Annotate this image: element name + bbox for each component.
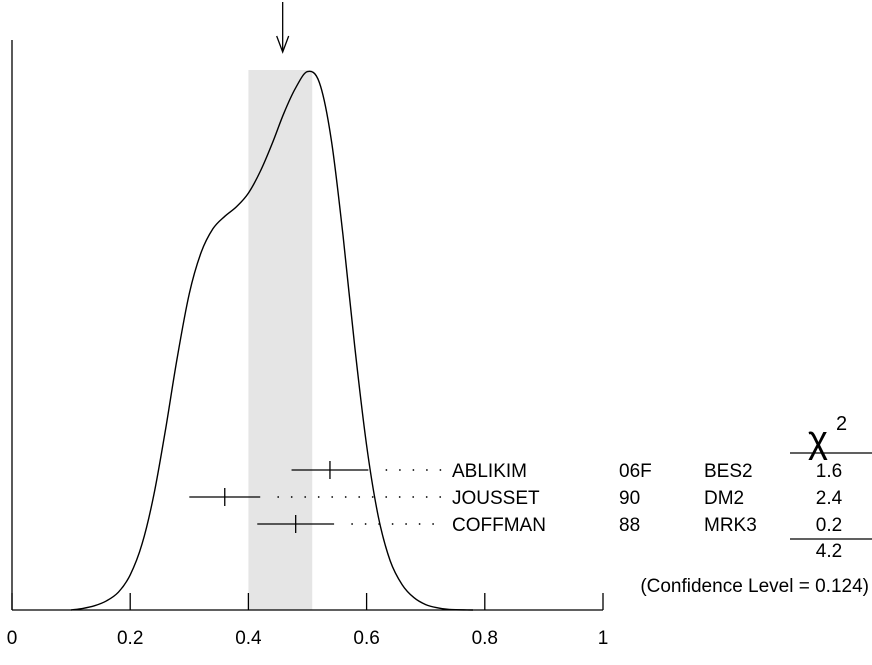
row-chi2-2: 0.2: [816, 515, 842, 536]
row-author-0: ABLIKIM: [452, 461, 527, 482]
average-arrow-head: [276, 35, 290, 54]
leader-dot-1: [344, 496, 347, 498]
average-marker-layer: [276, 2, 290, 54]
leader-dot-1: [439, 496, 442, 498]
row-experiment-2: MRK3: [704, 515, 757, 536]
leader-dot-1: [277, 496, 280, 498]
leader-dot-0: [385, 469, 388, 471]
ideogram-curve: [70, 70, 474, 611]
x-tick-label-0: 0: [7, 628, 18, 649]
x-tick-label-4: 0.8: [472, 628, 498, 649]
leader-dot-2: [364, 523, 367, 525]
ideogram-curve-layer: [70, 70, 474, 611]
x-tick-label-3: 0.6: [353, 628, 379, 649]
leader-dot-1: [290, 496, 293, 498]
x-tick-label-1: 0.2: [117, 628, 143, 649]
chi2-table: ABLIKIM 06F BES2 1.6 JOUSSET 90 DM2 2.4 COFFMAN 8…: [452, 413, 872, 597]
row-author-2: COFFMAN: [452, 515, 546, 536]
confidence-band-layer: [248, 70, 313, 610]
confidence-band: [248, 70, 313, 610]
x-axis: 0 0.2 0.4 0.6 0.8 1: [7, 40, 609, 649]
row-chi2-0: 1.6: [816, 461, 842, 482]
row-author-1: JOUSSET: [452, 488, 540, 509]
chi2-header-sup: 2: [836, 413, 847, 435]
row-year-0: 06F: [619, 461, 652, 482]
row-year-1: 90: [619, 488, 640, 509]
leader-dot-0: [426, 469, 428, 471]
leader-dot-1: [425, 496, 428, 498]
leader-dot-2: [432, 523, 434, 525]
row-experiment-1: DM2: [704, 488, 744, 509]
measurements-layer: [189, 461, 442, 533]
leader-dot-0: [439, 469, 442, 471]
leader-dot-2: [405, 523, 407, 525]
leader-dot-2: [378, 523, 380, 525]
leader-dot-2: [351, 523, 353, 525]
leader-dot-1: [317, 496, 320, 498]
x-tick-label-5: 1: [598, 628, 609, 649]
leader-dot-0: [399, 469, 401, 471]
leader-dot-2: [391, 523, 394, 525]
row-year-2: 88: [619, 515, 640, 536]
leader-dot-1: [398, 496, 401, 498]
chi2-total: 4.2: [816, 541, 842, 562]
leader-dot-1: [371, 496, 374, 498]
leader-dot-1: [304, 496, 307, 498]
leader-dot-2: [418, 523, 421, 525]
leader-dot-1: [331, 496, 334, 498]
leader-dot-1: [412, 496, 415, 498]
chi2-header: χ: [808, 419, 828, 461]
leader-dot-1: [358, 496, 361, 498]
row-chi2-1: 2.4: [816, 488, 843, 509]
leader-dot-1: [385, 496, 388, 498]
x-tick-label-2: 0.4: [235, 628, 262, 649]
leader-dot-0: [412, 469, 415, 471]
row-experiment-0: BES2: [704, 461, 753, 482]
confidence-level: (Confidence Level = 0.124): [640, 576, 869, 597]
